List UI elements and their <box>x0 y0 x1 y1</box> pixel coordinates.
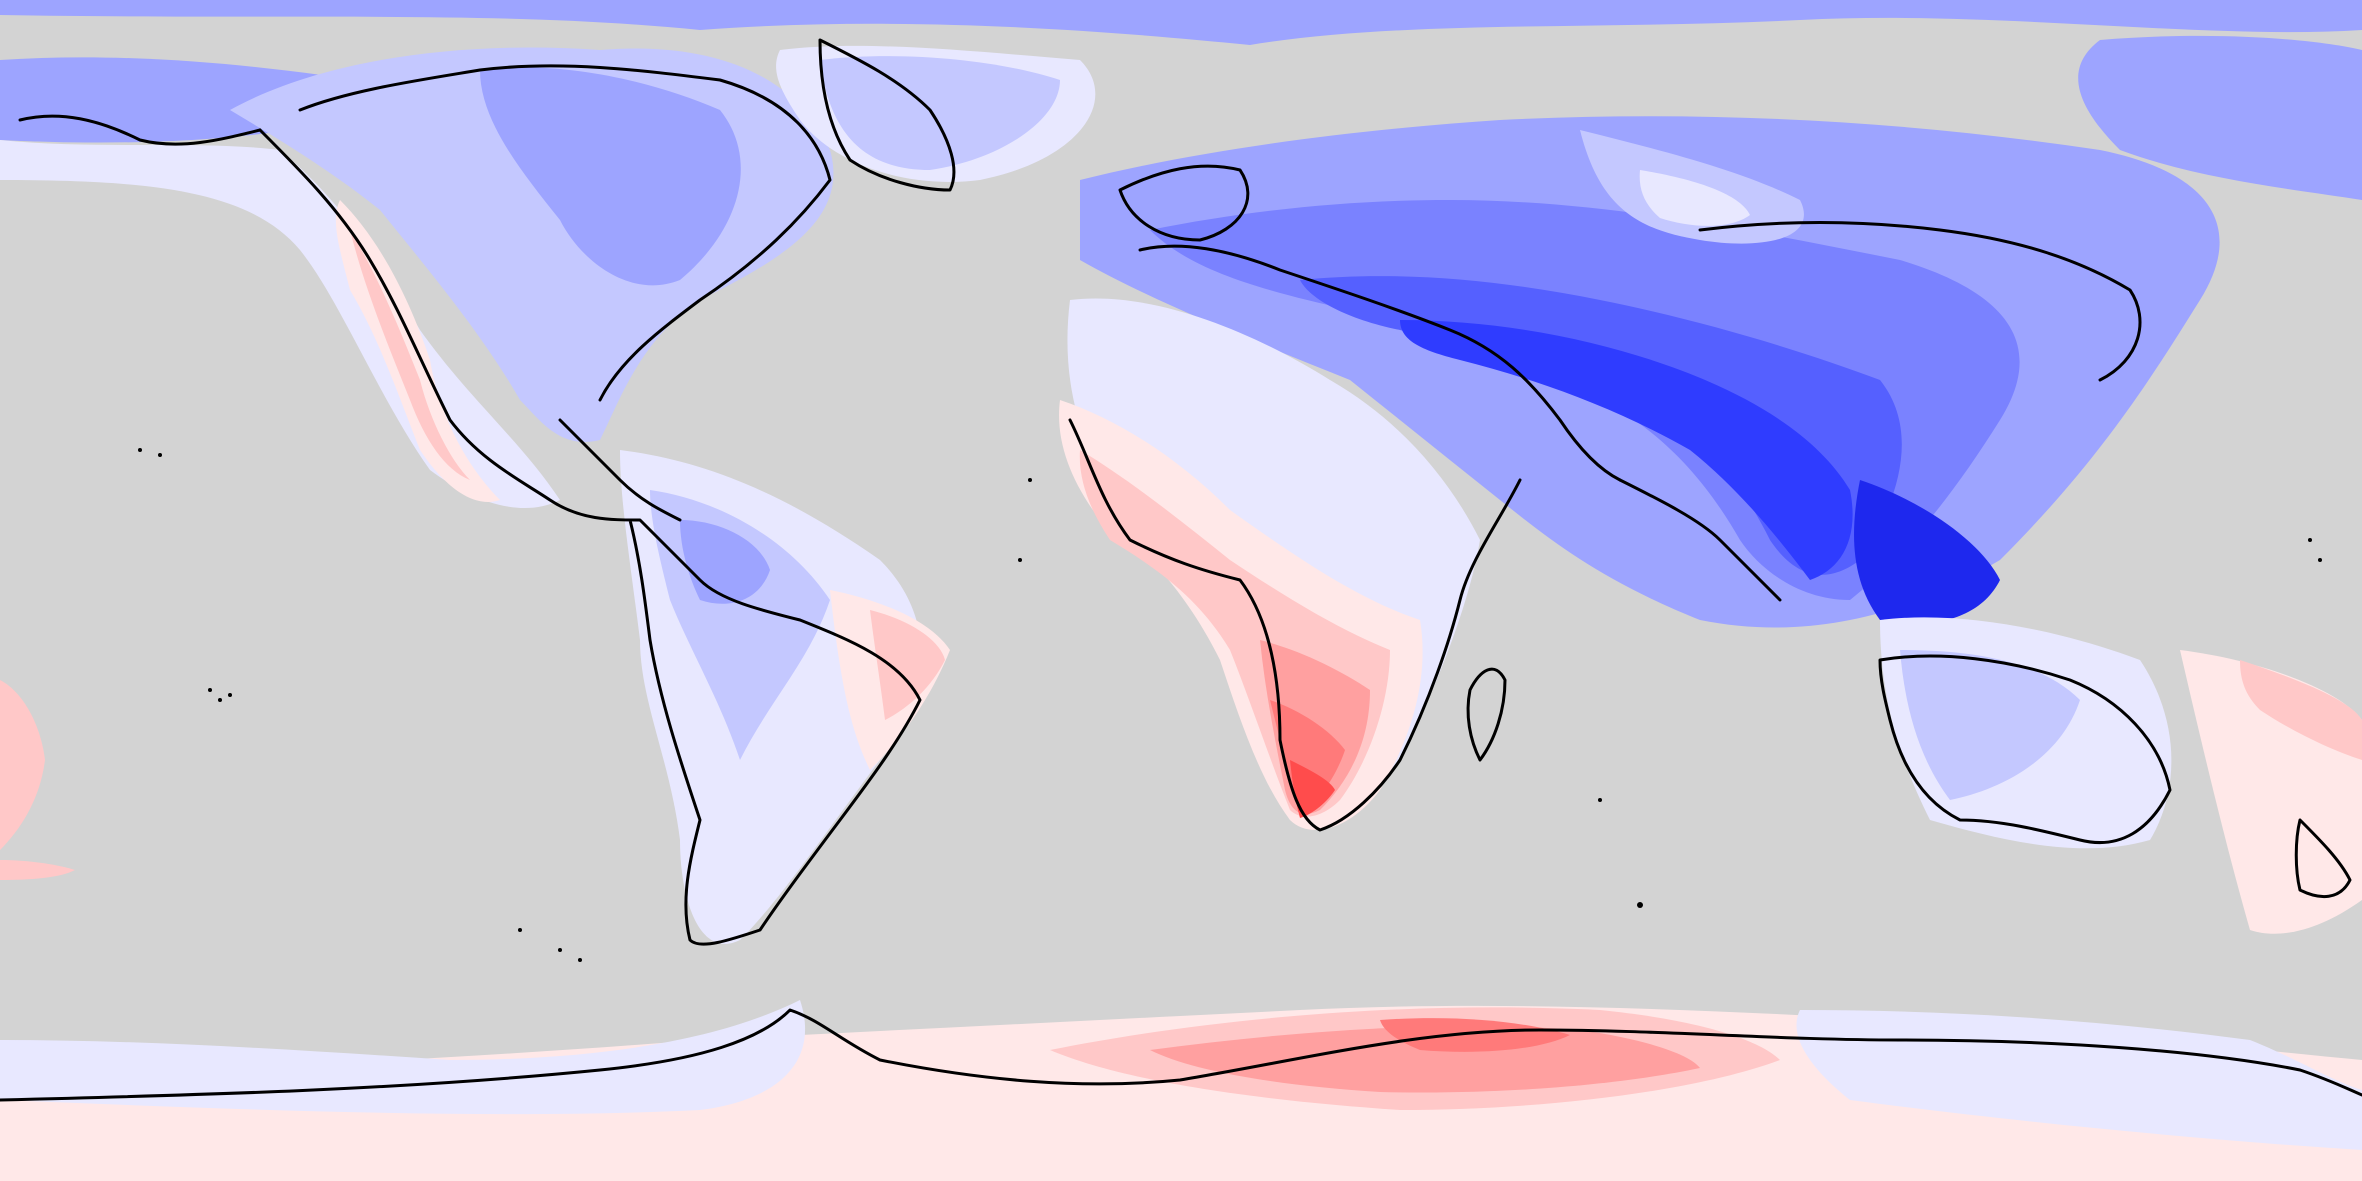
oceania-field <box>1880 617 2362 934</box>
antarctica-field <box>0 680 2362 1181</box>
eurasia-africa-field <box>1059 116 2220 830</box>
coastlines <box>0 38 2362 1102</box>
island-dots <box>138 448 2322 962</box>
